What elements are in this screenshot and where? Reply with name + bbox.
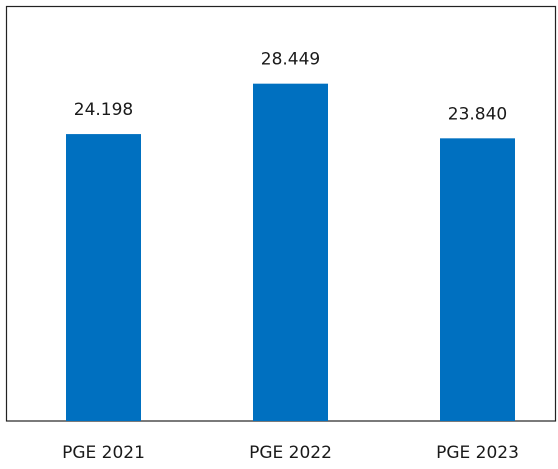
x-tick-label: PGE 2021 bbox=[62, 443, 145, 463]
value-label: 28.449 bbox=[261, 50, 320, 70]
x-tick-label: PGE 2022 bbox=[249, 443, 332, 463]
value-label: 23.840 bbox=[448, 104, 507, 124]
bar bbox=[253, 83, 328, 421]
bar bbox=[66, 134, 141, 421]
bar bbox=[440, 138, 515, 421]
x-tick-label: PGE 2023 bbox=[436, 443, 519, 463]
value-label: 24.198 bbox=[74, 100, 133, 120]
